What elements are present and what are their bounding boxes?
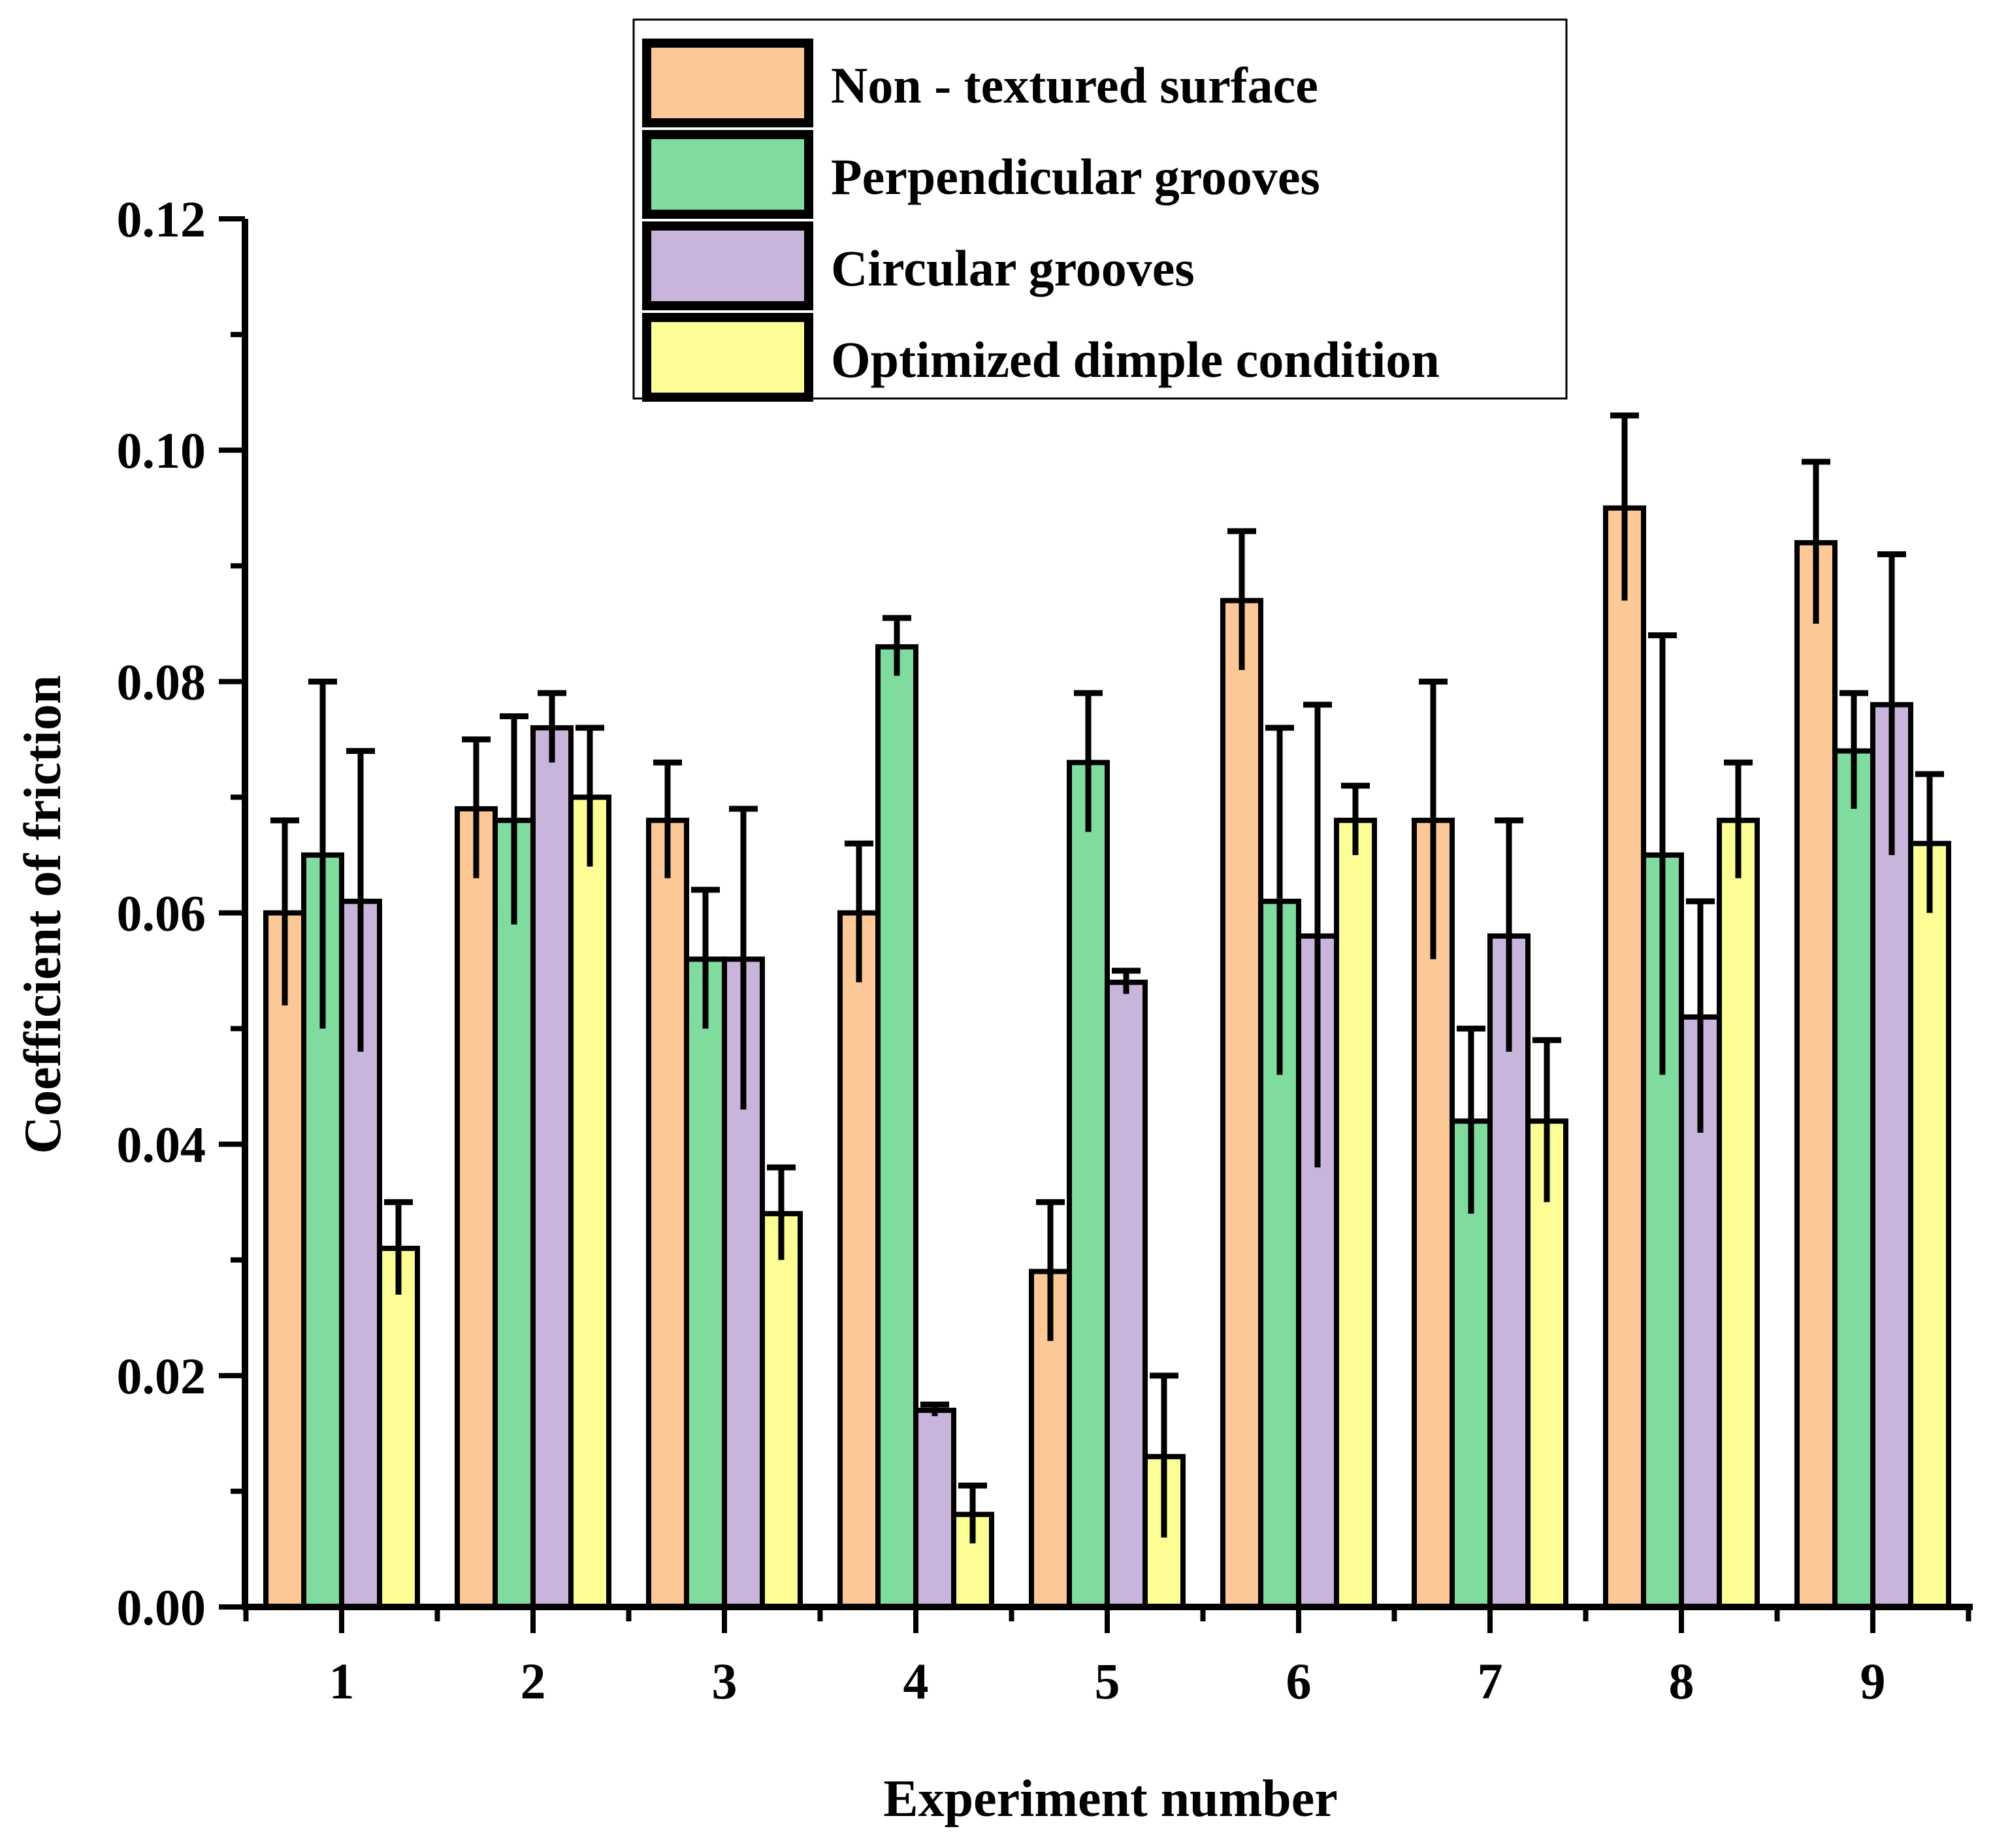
bar: [913, 1407, 956, 1610]
legend-swatch: [642, 221, 813, 310]
y-axis-title: Coefficient of friction: [14, 675, 72, 1154]
bar: [684, 956, 727, 1610]
bar: [1067, 760, 1110, 1610]
bar: [530, 725, 574, 1610]
legend-label: Optimized dimple condition: [831, 331, 1440, 388]
bar: [1220, 598, 1263, 1610]
legend-label: Circular grooves: [831, 240, 1195, 297]
x-tick-label: 8: [1669, 1653, 1694, 1710]
bar: [1832, 748, 1875, 1610]
bar: [568, 794, 611, 1610]
x-tick-label: 3: [712, 1653, 737, 1710]
x-tick-label: 9: [1860, 1653, 1886, 1710]
x-tick-label: 5: [1095, 1653, 1120, 1710]
bar: [1794, 540, 1838, 1610]
bars-layer: [263, 412, 1951, 1610]
y-tick-label: 0.08: [117, 653, 206, 710]
legend-item: Circular grooves: [642, 221, 1195, 310]
x-tick-label: 4: [903, 1653, 929, 1710]
legend-swatch: [642, 130, 813, 219]
legend-label: Perpendicular grooves: [831, 148, 1320, 205]
legend-item: Perpendicular grooves: [642, 130, 1320, 219]
bar: [1603, 505, 1646, 1610]
y-tick-label: 0.06: [117, 885, 206, 942]
bar: [263, 910, 306, 1610]
bar: [1334, 817, 1377, 1610]
x-axis-title: Experiment number: [883, 1770, 1338, 1828]
y-tick-label: 0.12: [117, 191, 206, 248]
y-tick-label: 0.02: [117, 1348, 206, 1404]
bar: [377, 1246, 420, 1610]
legend-swatch: [642, 313, 813, 402]
bar: [1717, 817, 1760, 1610]
bar: [455, 806, 498, 1610]
y-tick-label: 0.10: [117, 422, 206, 479]
y-tick-label: 0.04: [117, 1116, 206, 1173]
bar: [1105, 979, 1148, 1610]
bar: [493, 817, 536, 1610]
bar: [646, 817, 689, 1610]
bar: [760, 1210, 803, 1610]
legend-item: Non - textured surface: [642, 39, 1318, 127]
x-tick-label: 2: [521, 1653, 546, 1710]
legend-item: Optimized dimple condition: [642, 313, 1440, 402]
bar: [875, 644, 918, 1610]
ticks-layer: 0.00 0.02 0.04 0.06 0.08 0.10 0.12 1 2 3 4 5 6 7 8 9: [117, 191, 1971, 1710]
x-tick-label: 1: [329, 1653, 355, 1710]
legend-swatch: [642, 39, 813, 127]
bar: [1908, 841, 1951, 1610]
y-tick-label: 0.00: [117, 1579, 206, 1636]
legend: Non - textured surface Perpendicular gro…: [632, 18, 1568, 402]
bar: [837, 910, 881, 1610]
legend-label: Non - textured surface: [831, 57, 1318, 114]
x-tick-label: 7: [1478, 1653, 1503, 1710]
x-tick-label: 6: [1286, 1653, 1312, 1710]
